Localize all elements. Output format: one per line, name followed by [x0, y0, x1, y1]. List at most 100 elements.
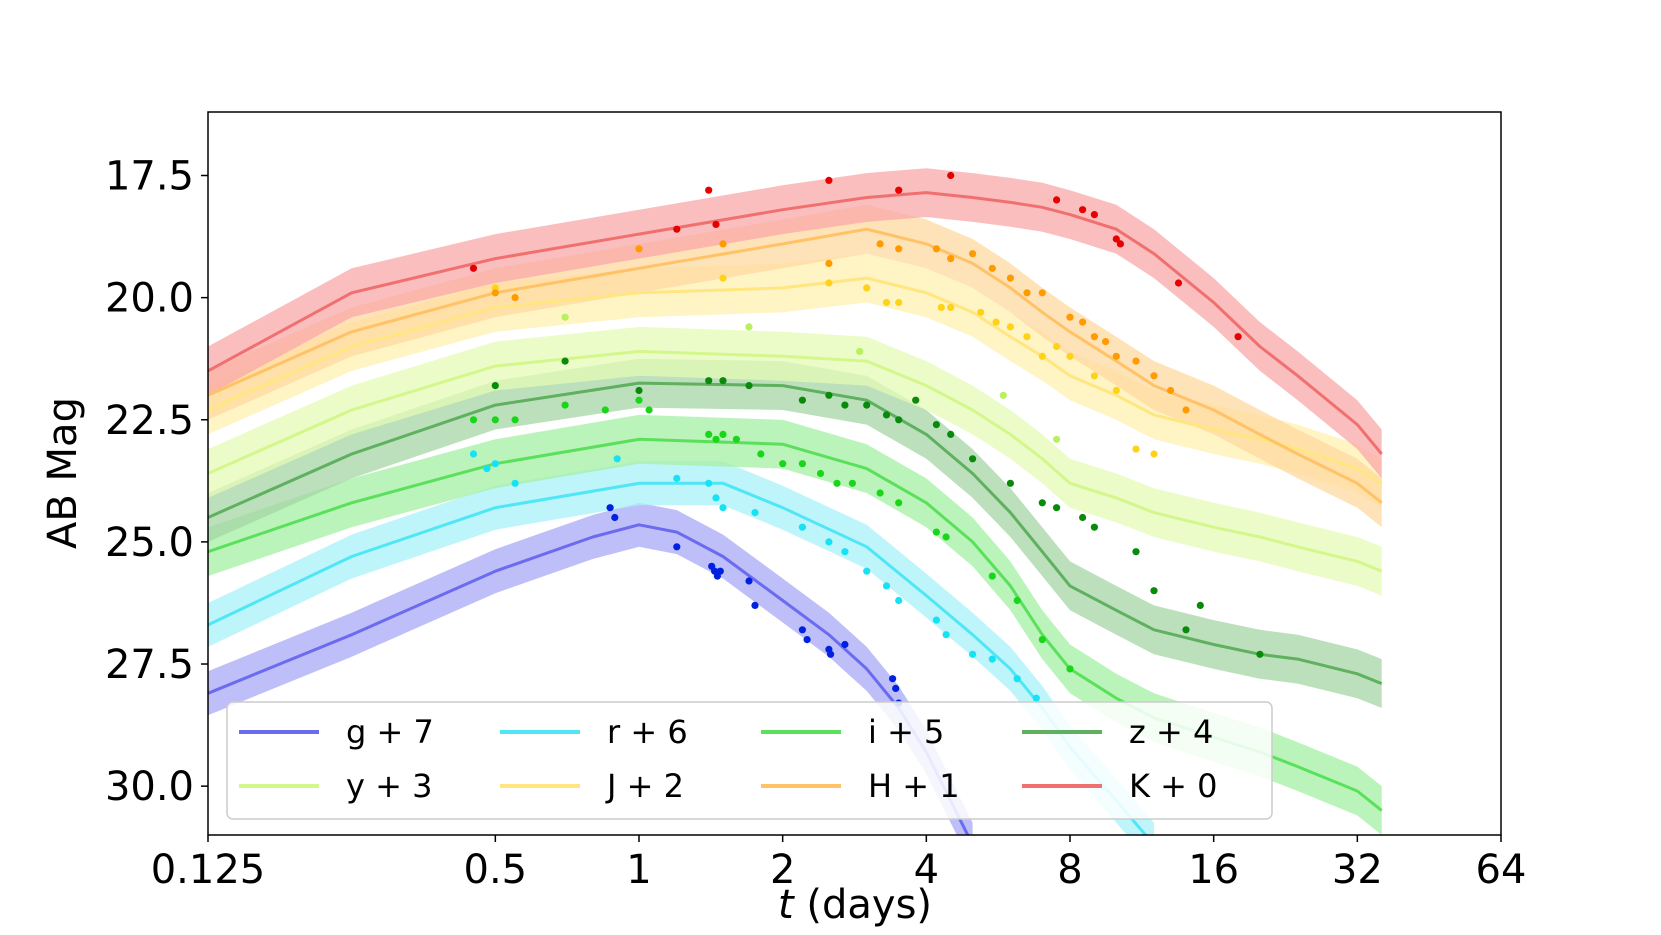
point-h-1 [1112, 352, 1120, 360]
point-j-2 [992, 318, 1000, 326]
point-r-6 [988, 655, 996, 663]
point-i-5 [779, 460, 787, 468]
point-j-2 [1053, 342, 1061, 351]
point-k-0 [673, 225, 681, 233]
point-j-2 [1038, 352, 1046, 360]
point-h-1 [1079, 318, 1087, 326]
point-r-6 [469, 450, 478, 458]
point-i-5 [705, 430, 713, 438]
point-k-0 [469, 264, 478, 272]
point-y-3 [999, 391, 1007, 399]
uncertainty-bands [208, 168, 1382, 835]
point-i-5 [932, 528, 941, 536]
point-h-1 [1090, 333, 1098, 341]
point-r-6 [719, 504, 727, 512]
point-i-5 [757, 450, 765, 458]
legend-label-y-3: y + 3 [346, 767, 432, 805]
point-i-5 [1038, 636, 1046, 644]
y-tick-label: 17.5 [105, 154, 194, 200]
point-r-6 [673, 474, 681, 482]
point-i-5 [601, 406, 609, 414]
point-y-3 [1053, 435, 1061, 443]
x-tick-label: 0.5 [464, 847, 528, 893]
point-h-1 [1006, 274, 1015, 282]
point-z-4 [932, 421, 941, 429]
point-h-1 [1167, 386, 1175, 395]
x-tick-label: 8 [1057, 847, 1082, 893]
point-k-0 [1090, 211, 1098, 219]
point-g-7 [798, 626, 807, 634]
point-k-0 [1079, 206, 1087, 214]
point-i-5 [833, 479, 841, 487]
point-z-4 [1132, 548, 1140, 556]
point-r-6 [942, 631, 950, 639]
point-h-1 [895, 245, 903, 253]
x-tick-label: 64 [1476, 847, 1527, 893]
band-h-1 [208, 204, 1382, 528]
point-i-5 [561, 401, 569, 409]
point-i-5 [491, 416, 499, 424]
point-h-1 [635, 245, 643, 253]
y-tick-label: 25.0 [105, 520, 194, 566]
point-z-4 [863, 401, 871, 409]
point-i-5 [719, 430, 727, 438]
y-tick-label: 27.5 [105, 642, 194, 688]
point-j-2 [1112, 386, 1120, 395]
point-z-4 [895, 416, 903, 424]
point-h-1 [825, 259, 833, 267]
band-y-3 [208, 326, 1382, 596]
point-g-7 [745, 577, 753, 585]
x-tick-label: 4 [914, 847, 939, 893]
y-tick-label: 30.0 [105, 764, 194, 810]
point-y-3 [561, 313, 569, 321]
point-g-7 [611, 513, 619, 522]
band-j-2 [208, 253, 1382, 508]
point-j-2 [1132, 445, 1140, 453]
point-r-6 [882, 582, 891, 590]
x-axis: 0.125 0.5 1 2 4 8 16 32 64 [151, 835, 1527, 893]
point-r-6 [705, 479, 713, 487]
point-i-5 [511, 416, 519, 424]
point-z-4 [1038, 499, 1046, 507]
legend-label-k-0: K + 0 [1129, 767, 1218, 805]
legend-label-r-6: r + 6 [607, 713, 688, 751]
point-j-2 [719, 274, 727, 282]
point-h-1 [932, 245, 941, 253]
point-y-3 [745, 323, 753, 331]
point-k-0 [712, 220, 720, 228]
point-g-7 [803, 636, 811, 644]
point-r-6 [841, 548, 849, 556]
point-i-5 [876, 489, 884, 497]
point-z-4 [1053, 504, 1061, 512]
line-y-3 [208, 349, 1383, 573]
point-r-6 [1013, 675, 1021, 683]
point-k-0 [895, 186, 903, 194]
y-axis: 17.5 20.0 22.5 25.0 27.5 30.0 [105, 154, 208, 810]
point-k-0 [1112, 235, 1120, 243]
point-h-1 [1102, 338, 1110, 346]
point-h-1 [1066, 313, 1074, 321]
point-g-7 [841, 640, 849, 649]
observed-points [469, 171, 1264, 707]
point-i-5 [816, 469, 825, 478]
point-i-5 [1066, 665, 1074, 673]
point-z-4 [1079, 513, 1087, 522]
y-tick-label: 22.5 [105, 398, 194, 444]
point-k-0 [1053, 196, 1061, 204]
point-r-6 [895, 596, 903, 605]
point-j-2 [882, 298, 891, 307]
point-z-4 [705, 377, 713, 385]
point-g-7 [606, 504, 614, 512]
point-i-5 [635, 396, 643, 404]
legend-label-i-5: i + 5 [868, 713, 944, 751]
point-g-7 [827, 650, 835, 658]
legend: g + 7 r + 6 i + 5 z + 4 y + 3 J + 2 H + 1 K + 0 [226, 701, 1273, 820]
point-z-4 [1150, 587, 1158, 595]
point-g-7 [892, 684, 900, 693]
point-r-6 [825, 538, 833, 546]
plot-frame [207, 111, 1502, 836]
point-k-0 [1234, 333, 1242, 341]
line-z-4 [208, 381, 1383, 685]
point-j-2 [1090, 372, 1098, 380]
point-z-4 [1090, 523, 1098, 531]
